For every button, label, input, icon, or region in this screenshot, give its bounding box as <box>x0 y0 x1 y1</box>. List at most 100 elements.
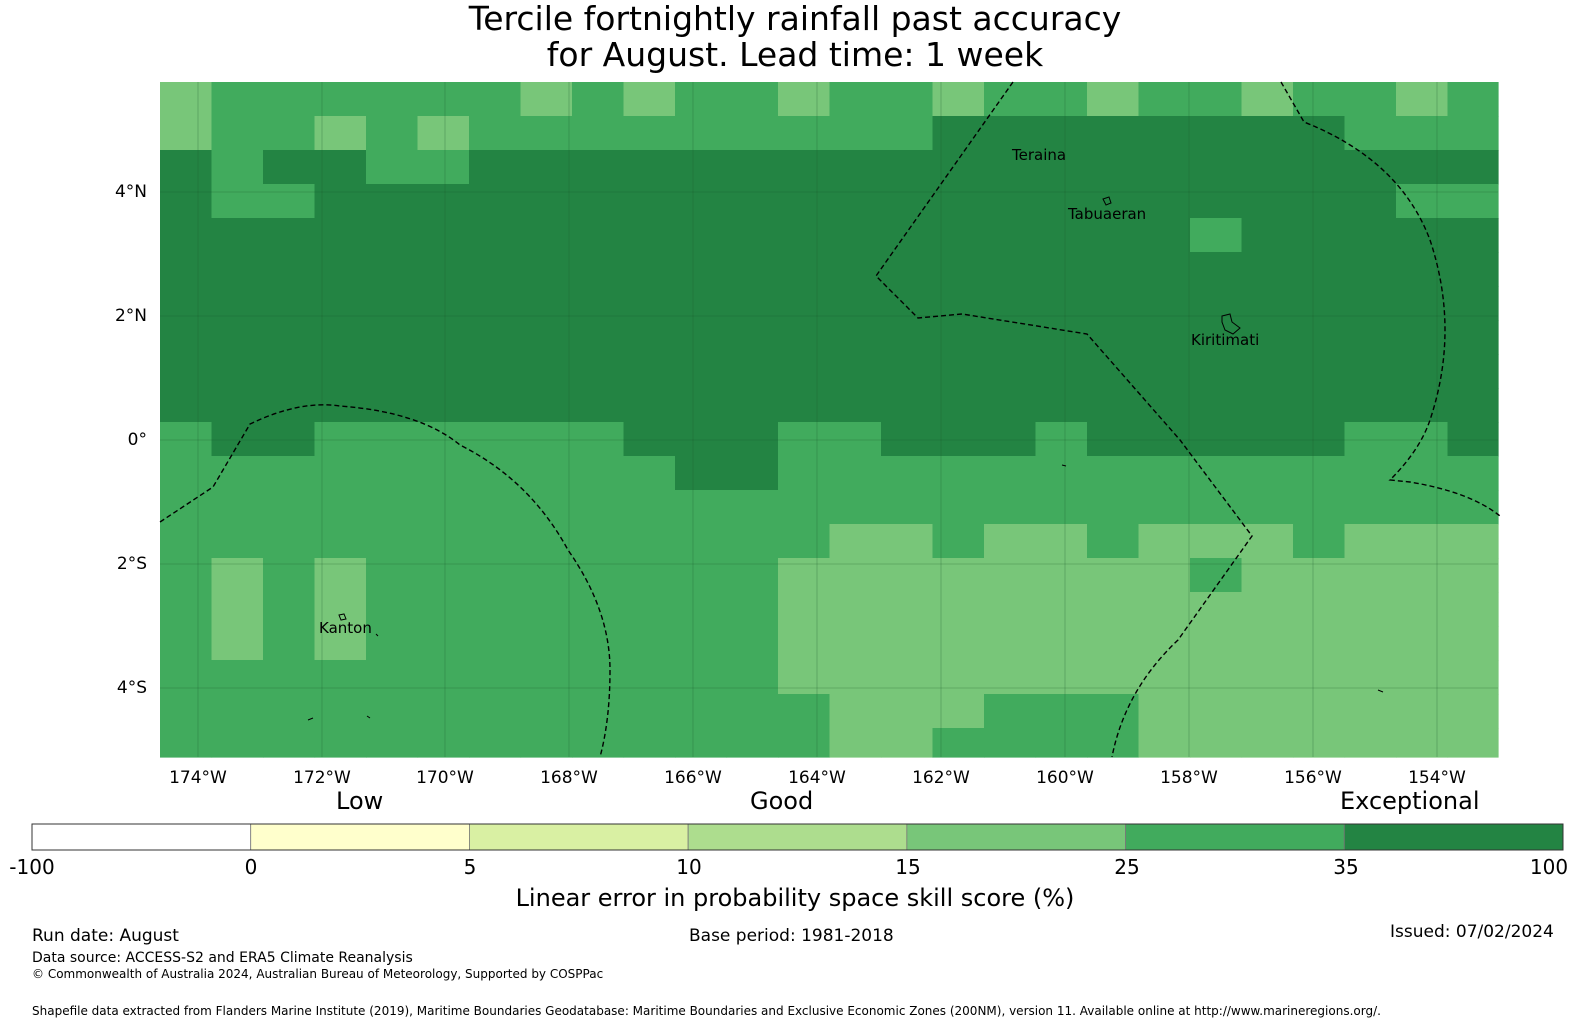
grid-cell <box>623 150 676 185</box>
grid-cell <box>314 592 367 627</box>
grid-cell <box>881 490 934 525</box>
grid-cell <box>1396 694 1449 729</box>
grid-cell <box>572 218 625 253</box>
grid-cell <box>572 354 625 389</box>
grid-cell <box>1190 524 1243 559</box>
grid-cell <box>417 82 470 117</box>
grid-cell <box>160 388 213 423</box>
grid-cell <box>520 252 573 287</box>
grid-cell <box>1190 490 1243 525</box>
grid-cell <box>572 422 625 457</box>
lon-label-172w: 172°W <box>293 768 351 788</box>
legend-tick-100: 100 <box>1529 855 1569 879</box>
grid-cell <box>623 728 676 758</box>
grid-cell <box>1396 388 1449 423</box>
grid-cell <box>1087 456 1140 491</box>
grid-cell <box>932 490 985 525</box>
lon-label-156w: 156°W <box>1284 768 1342 788</box>
grid-cell <box>1087 660 1140 695</box>
grid-cell <box>1190 694 1243 729</box>
grid-cell <box>932 626 985 661</box>
grid-cell <box>263 218 316 253</box>
grid-cell <box>417 558 470 593</box>
grid-cell <box>1344 660 1397 695</box>
grid-cell <box>1138 184 1191 219</box>
grid-cell <box>1241 456 1294 491</box>
grid-cell <box>726 252 779 287</box>
grid-cell <box>1344 592 1397 627</box>
grid-cell <box>1241 354 1294 389</box>
grid-cell <box>263 490 316 525</box>
grid-cell <box>829 82 882 117</box>
grid-cell <box>1035 388 1088 423</box>
grid-cell <box>829 558 882 593</box>
grid-cell <box>211 592 264 627</box>
lon-label-170w: 170°W <box>416 768 474 788</box>
grid-cell <box>984 388 1037 423</box>
grid-cell <box>1396 592 1449 627</box>
lon-label-174w: 174°W <box>169 768 227 788</box>
grid-cell <box>366 626 419 661</box>
grid-cell <box>417 728 470 758</box>
grid-cell <box>984 626 1037 661</box>
grid-cell <box>778 116 831 151</box>
grid-cell <box>675 82 728 117</box>
grid-cell <box>314 660 367 695</box>
grid-cell <box>1344 184 1397 219</box>
grid-cell <box>314 524 367 559</box>
grid-cell <box>1087 490 1140 525</box>
grid-cell <box>1344 490 1397 525</box>
grid-cell <box>984 150 1037 185</box>
grid-cell <box>211 626 264 661</box>
grid-cell <box>211 728 264 758</box>
grid-cell <box>984 252 1037 287</box>
grid-cell <box>778 694 831 729</box>
grid-cell <box>1447 252 1499 287</box>
grid-cell <box>675 218 728 253</box>
colorbar-title: Linear error in probability space skill … <box>515 884 1075 912</box>
grid-cell <box>881 116 934 151</box>
grid-cell <box>263 422 316 457</box>
grid-cell <box>1138 150 1191 185</box>
colorbar-bin <box>906 823 1126 851</box>
grid-cell <box>1138 660 1191 695</box>
grid-cell <box>1087 524 1140 559</box>
grid-cell <box>160 150 213 185</box>
grid-cell <box>1138 286 1191 321</box>
grid-cell <box>932 218 985 253</box>
colorbar-bin <box>469 823 689 851</box>
grid-cell <box>1344 286 1397 321</box>
grid-cell <box>829 388 882 423</box>
grid-cell <box>1138 388 1191 423</box>
grid-cell <box>1190 456 1243 491</box>
island-outlines <box>307 196 1384 721</box>
grid-cell <box>1293 660 1346 695</box>
issued-date: Issued: 07/02/2024 <box>1390 922 1554 942</box>
grid-cell <box>366 252 419 287</box>
grid-cell <box>160 524 213 559</box>
grid-cell <box>829 694 882 729</box>
grid-cell <box>1035 150 1088 185</box>
grid-cell <box>778 286 831 321</box>
grid-cell <box>1190 82 1243 117</box>
grid-cell <box>1138 456 1191 491</box>
grid-cell <box>1396 490 1449 525</box>
colorbar-bin <box>1125 823 1345 851</box>
grid-cell <box>1344 456 1397 491</box>
grid-cell <box>1293 558 1346 593</box>
grid-cell <box>211 320 264 355</box>
grid-cell <box>263 116 316 151</box>
eez-boundaries <box>159 81 1501 758</box>
grid-cell <box>520 116 573 151</box>
grid-cell <box>1396 286 1449 321</box>
grid-cell <box>211 558 264 593</box>
lon-label-162w: 162°W <box>912 768 970 788</box>
grid-cell <box>1138 252 1191 287</box>
grid-cell <box>1087 252 1140 287</box>
grid-cell <box>1087 558 1140 593</box>
grid-cell <box>211 422 264 457</box>
island-small-2 <box>307 717 314 721</box>
grid-cell <box>211 116 264 151</box>
grid-cell <box>1087 184 1140 219</box>
grid-cell <box>829 184 882 219</box>
